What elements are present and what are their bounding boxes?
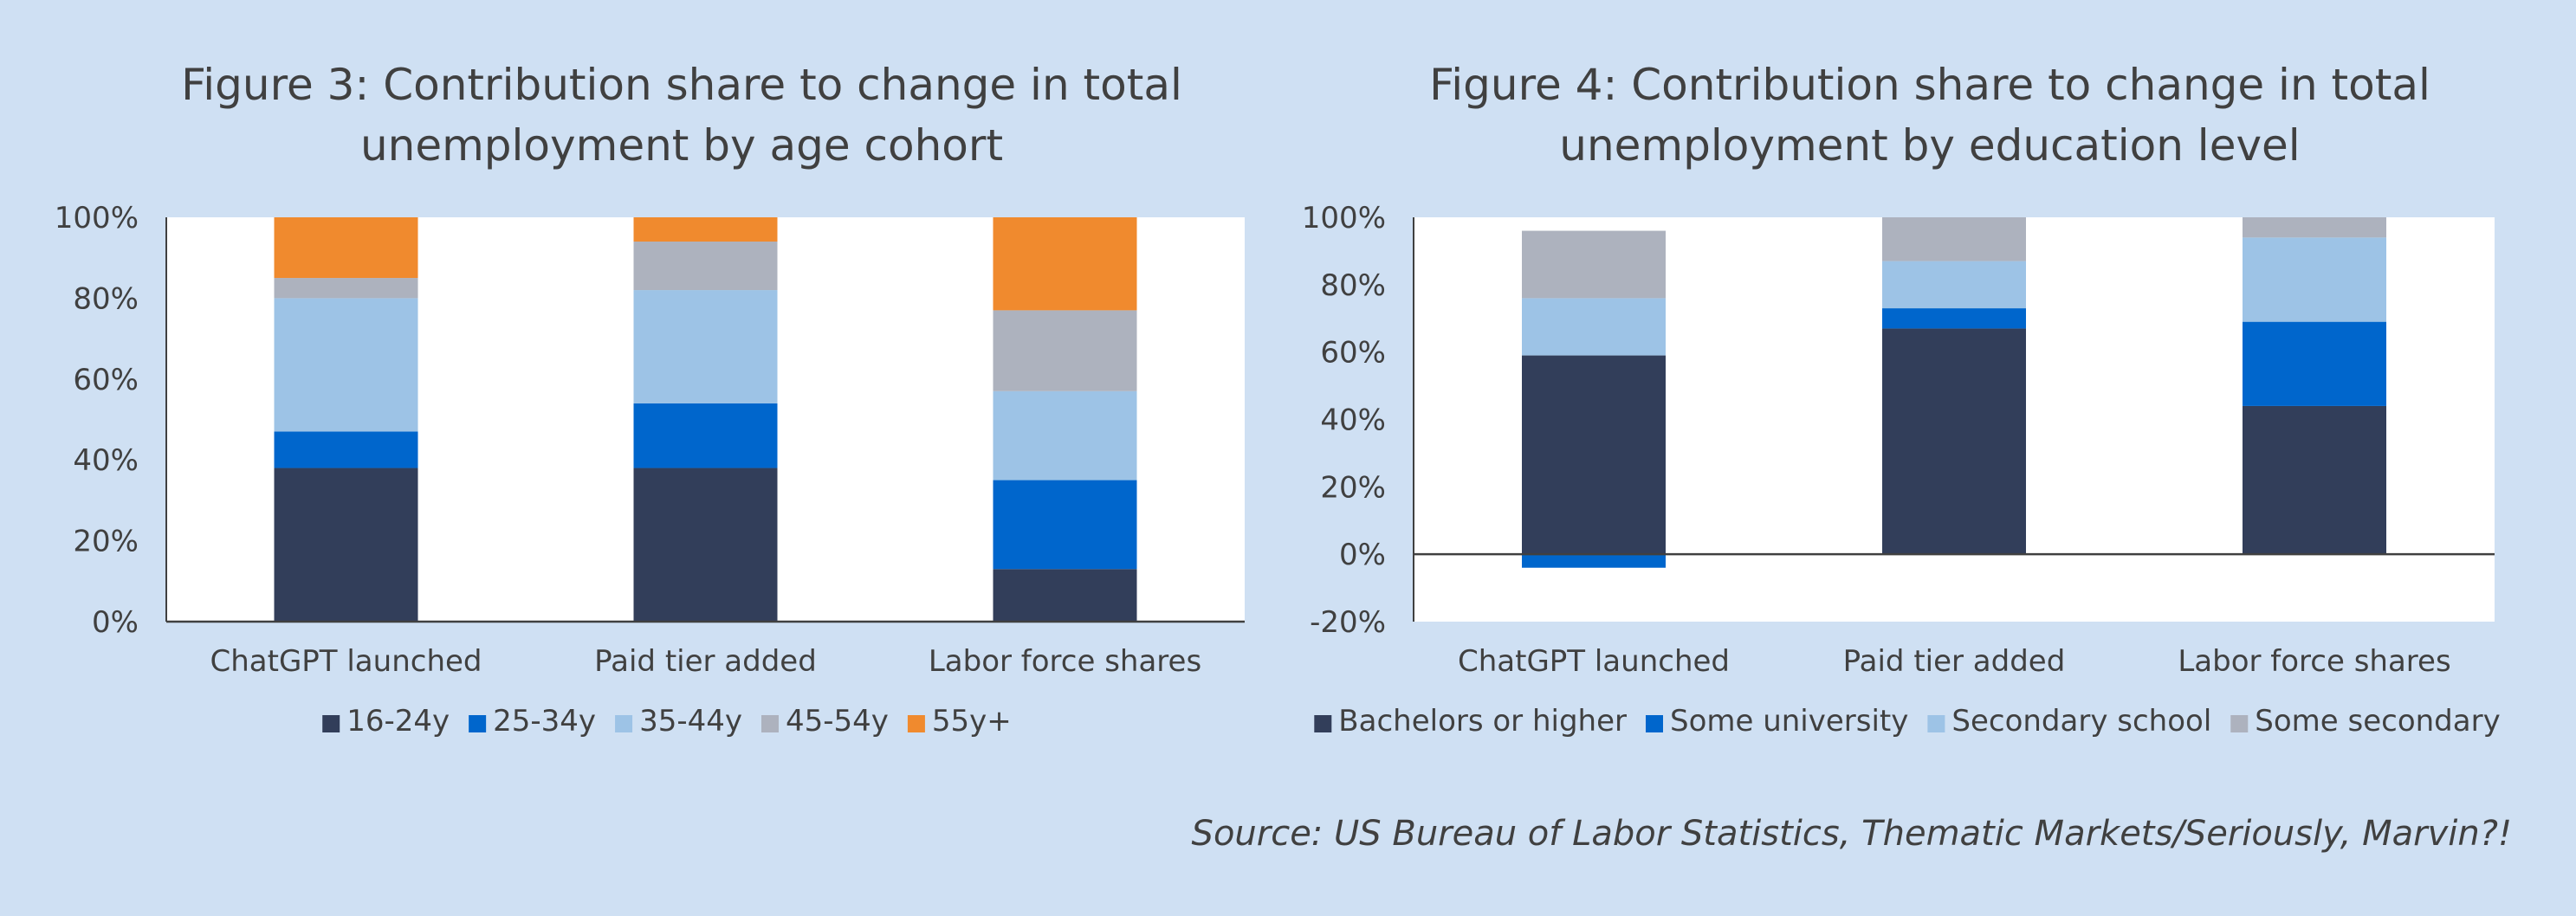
legend-label: Secondary school [1951,704,2211,739]
bar-bachelors-or-higher-labor-force-shares [2243,405,2386,555]
legend-label: Bachelors or higher [1338,704,1627,739]
bar-some-secondary-paid-tier-added [1882,217,2026,261]
bar-35-44y-paid-tier-added [633,290,778,403]
legend-label: 16-24y [346,704,450,739]
bar-35-44y-chatgpt-launched [274,298,418,432]
legend-swatch-55y [907,715,925,732]
bar-some-university-labor-force-shares [2243,321,2386,406]
y-tick-label: 100% [55,201,139,235]
figure-3-chart: Figure 3: Contribution share to change i… [55,60,1245,739]
y-tick-label: -20% [1310,605,1386,640]
chart-title-line-2: unemployment by age cohort [360,120,1003,171]
bar-55y-labor-force-shares [993,217,1137,311]
legend-swatch-some-university [1645,715,1663,732]
legend-swatch-16-24y [322,715,340,732]
x-tick-label: Labor force shares [2178,644,2450,679]
x-tick-label: Labor force shares [929,644,1201,679]
bar-16-24y-chatgpt-launched [274,468,418,622]
legend-swatch-45-54y [761,715,779,732]
y-tick-label: 20% [1320,470,1386,505]
y-tick-label: 0% [92,605,139,640]
chart-title-line-2: unemployment by education level [1559,120,2300,171]
bar-secondary-school-paid-tier-added [1882,261,2026,309]
bar-55y-chatgpt-launched [274,217,418,279]
legend-label: Some university [1670,704,1908,739]
x-tick-label: ChatGPT launched [1458,644,1730,679]
bar-16-24y-paid-tier-added [633,468,778,622]
legend-label: 35-44y [639,704,742,739]
bar-45-54y-labor-force-shares [993,310,1137,391]
y-tick-label: 80% [1320,268,1386,303]
legend-swatch-35-44y [615,715,633,732]
bar-55y-paid-tier-added [633,217,778,242]
bar-bachelors-or-higher-chatgpt-launched [1522,355,1666,555]
y-tick-label: 100% [1302,201,1386,235]
figure-4-chart: Figure 4: Contribution share to change i… [1302,60,2501,739]
bar-secondary-school-chatgpt-launched [1522,298,1666,356]
bar-some-secondary-labor-force-shares [2243,217,2386,238]
bar-45-54y-paid-tier-added [633,242,778,291]
chart-title-line-1: Figure 4: Contribution share to change i… [1429,60,2430,110]
y-tick-label: 20% [73,525,139,559]
bar-16-24y-labor-force-shares [993,569,1137,622]
legend-label: Some secondary [2255,704,2500,739]
legend-swatch-bachelors-or-higher [1314,715,1332,732]
x-tick-label: Paid tier added [594,644,817,679]
bar-some-university-chatgpt-launched [1522,554,1666,568]
bar-some-secondary-chatgpt-launched [1522,230,1666,299]
y-tick-label: 0% [1339,538,1386,572]
x-tick-label: Paid tier added [1843,644,2066,679]
y-tick-label: 40% [1320,403,1386,438]
y-tick-label: 60% [1320,336,1386,371]
y-tick-label: 40% [73,443,139,478]
bar-45-54y-chatgpt-launched [274,278,418,299]
bar-secondary-school-labor-force-shares [2243,237,2386,322]
bar-25-34y-labor-force-shares [993,480,1137,570]
bar-25-34y-chatgpt-launched [274,431,418,468]
bar-25-34y-paid-tier-added [633,403,778,468]
legend-swatch-25-34y [469,715,487,732]
legend-label: 45-54y [786,704,889,739]
x-tick-label: ChatGPT launched [210,644,482,679]
legend-swatch-secondary-school [1927,715,1945,732]
bar-bachelors-or-higher-paid-tier-added [1882,328,2026,555]
chart-title-line-1: Figure 3: Contribution share to change i… [181,60,1182,110]
bar-35-44y-labor-force-shares [993,390,1137,481]
legend-swatch-some-secondary [2230,715,2249,732]
bar-some-university-paid-tier-added [1882,308,2026,329]
source-note: Source: US Bureau of Labor Statistics, T… [1191,814,2512,854]
y-tick-label: 80% [73,281,139,316]
y-tick-label: 60% [73,363,139,397]
legend-label: 25-34y [493,704,596,739]
legend-label: 55y+ [932,704,1012,739]
